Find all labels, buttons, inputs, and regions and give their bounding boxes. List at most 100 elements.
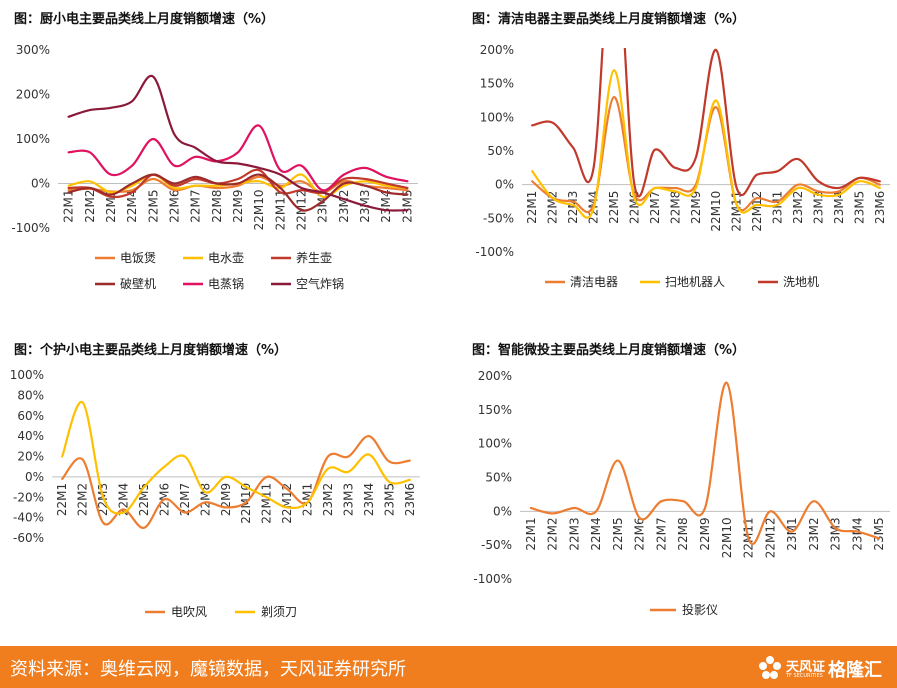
x-tick-label: 22M11	[273, 190, 287, 231]
y-tick-label: -100%	[473, 572, 512, 586]
series-group	[531, 48, 881, 219]
x-tick-label: 23M4	[379, 190, 393, 223]
legend-label: 电吹风	[171, 605, 207, 619]
x-tick-label: 23M5	[852, 191, 866, 224]
x-tick-label: 22M6	[167, 190, 181, 223]
x-tick-label: 23M5	[382, 483, 396, 516]
chart-2: 100% 80% 60% 40% 20% 0% -20% -40% -60% 22M1 22M2 22…	[10, 368, 420, 619]
x-tick-label: 22M5	[146, 190, 160, 223]
series-line	[67, 175, 409, 194]
x-tick-label: 22M2	[546, 517, 560, 550]
series-line	[531, 69, 881, 219]
chart-title-cleaning: 图：清洁电器主要品类线上月度销额增速（%）	[472, 12, 746, 27]
x-tick-label: 23M2	[807, 517, 821, 550]
legend-label: 电水壶	[208, 250, 244, 265]
x-tick-label: 22M3	[567, 517, 581, 550]
x-tick-label: 22M4	[117, 483, 131, 516]
y-tick-label: 0%	[31, 177, 50, 191]
series-line	[67, 124, 409, 192]
x-tick-label: 23M5	[400, 190, 414, 223]
x-tick-label: 23M2	[337, 190, 351, 223]
legend-label: 电蒸锅	[208, 276, 244, 291]
x-tick-label: 23M2	[321, 483, 335, 516]
series-line	[61, 401, 411, 515]
x-tick-label: 23M4	[832, 191, 846, 224]
x-tick-label: 22M9	[219, 483, 233, 516]
y-tick-label: 200%	[480, 43, 514, 57]
y-tick-label: -50%	[481, 538, 512, 552]
x-tick-label: 22M6	[633, 517, 647, 550]
x-tick-label: 22M8	[210, 190, 224, 223]
logo: 天风证 TF SECURITIES 格隆汇	[752, 652, 892, 684]
x-tick-label: 22M9	[698, 517, 712, 550]
x-tick-label: 23M2	[791, 191, 805, 224]
legend-label: 投影仪	[682, 602, 718, 617]
series-group	[67, 74, 409, 212]
x-tick-label: 22M10	[720, 517, 734, 558]
y-tick-label: 50%	[487, 144, 514, 158]
logo-right: 格隆汇	[828, 660, 882, 681]
series-line	[531, 48, 881, 198]
x-tick-label: 23M5	[872, 517, 886, 550]
x-tick-label: 22M8	[668, 191, 682, 224]
x-tick-label: 23M1	[771, 191, 785, 224]
y-tick-label: -100%	[475, 245, 514, 259]
x-tick-label: 22M12	[750, 191, 764, 232]
chart-3: 200% 150% 100% 50% 0% -50% -100% 22M1 22M2 22M3 22…	[473, 369, 890, 617]
series-group	[529, 381, 881, 545]
chart-1: 200%150%100%50%0%-50%-100%22M1 22M2 22M3 22…	[475, 43, 890, 289]
source-note: 资料来源：奥维云网，魔镜数据，天风证券研究所	[10, 659, 406, 680]
y-tick-label: 150%	[478, 403, 512, 417]
x-tick-label: 22M4	[125, 190, 139, 223]
y-tick-label: 80%	[17, 388, 44, 402]
y-tick-label: -50%	[483, 211, 514, 225]
series-line	[67, 168, 409, 199]
legend-label: 电饭煲	[120, 250, 156, 265]
x-tick-label: 22M9	[689, 191, 703, 224]
x-tick-label: 22M11	[730, 191, 744, 232]
chart-title-projector: 图：智能微投主要品类线上月度销额增速（%）	[472, 343, 746, 358]
x-tick-label: 22M7	[654, 517, 668, 550]
x-tick-label: 22M10	[252, 190, 266, 231]
x-tick-label: 22M3	[566, 191, 580, 224]
y-tick-label: 60%	[17, 409, 44, 423]
x-tick-label: 22M10	[709, 191, 723, 232]
x-tick-label: 22M5	[611, 517, 625, 550]
y-tick-label: 200%	[16, 88, 50, 102]
chart-0: 300%200%100%0%-100%22M1 22M2 22M3 22M4 22M5 2…	[11, 43, 418, 291]
series-line	[61, 435, 411, 529]
y-tick-label: 150%	[480, 77, 514, 91]
x-tick-label: 22M1	[55, 483, 69, 516]
y-tick-label: 200%	[478, 369, 512, 383]
logo-sub: TF SECURITIES	[786, 673, 823, 679]
legend-label: 剃须刀	[261, 605, 297, 619]
y-tick-label: -20%	[13, 490, 44, 504]
y-tick-label: -40%	[13, 511, 44, 525]
y-tick-label: 20%	[17, 450, 44, 464]
x-tick-label: 22M12	[763, 517, 777, 558]
x-tick-label: 23M6	[873, 191, 887, 224]
legend-label: 洗地机	[783, 275, 819, 289]
y-tick-label: 0%	[25, 470, 44, 484]
flower-logo-icon	[759, 656, 781, 679]
y-tick-label: 40%	[17, 429, 44, 443]
x-tick-label: 22M4	[589, 517, 603, 550]
series-line	[67, 74, 409, 212]
x-tick-label: 22M8	[676, 517, 690, 550]
series-group	[61, 401, 411, 529]
y-tick-label: 50%	[485, 471, 512, 485]
y-tick-label: 300%	[16, 43, 50, 57]
x-tick-label: 23M1	[785, 517, 799, 550]
legend-label: 空气炸锅	[296, 276, 344, 291]
y-tick-label: 100%	[10, 368, 44, 382]
x-tick-label: 22M5	[607, 191, 621, 224]
x-tick-label: 22M2	[76, 483, 90, 516]
chart-title-kitchen: 图：厨小电主要品类线上月度销额增速（%）	[14, 12, 275, 27]
x-tick-label: 23M1	[301, 483, 315, 516]
series-line	[529, 381, 881, 545]
y-tick-label: 100%	[480, 110, 514, 124]
x-tick-label: 23M4	[850, 517, 864, 550]
x-tick-label: 22M1	[62, 190, 76, 223]
chart-title-personal-care: 图：个护小电主要品类线上月度销额增速（%）	[14, 343, 288, 358]
x-tick-label: 22M7	[189, 190, 203, 223]
